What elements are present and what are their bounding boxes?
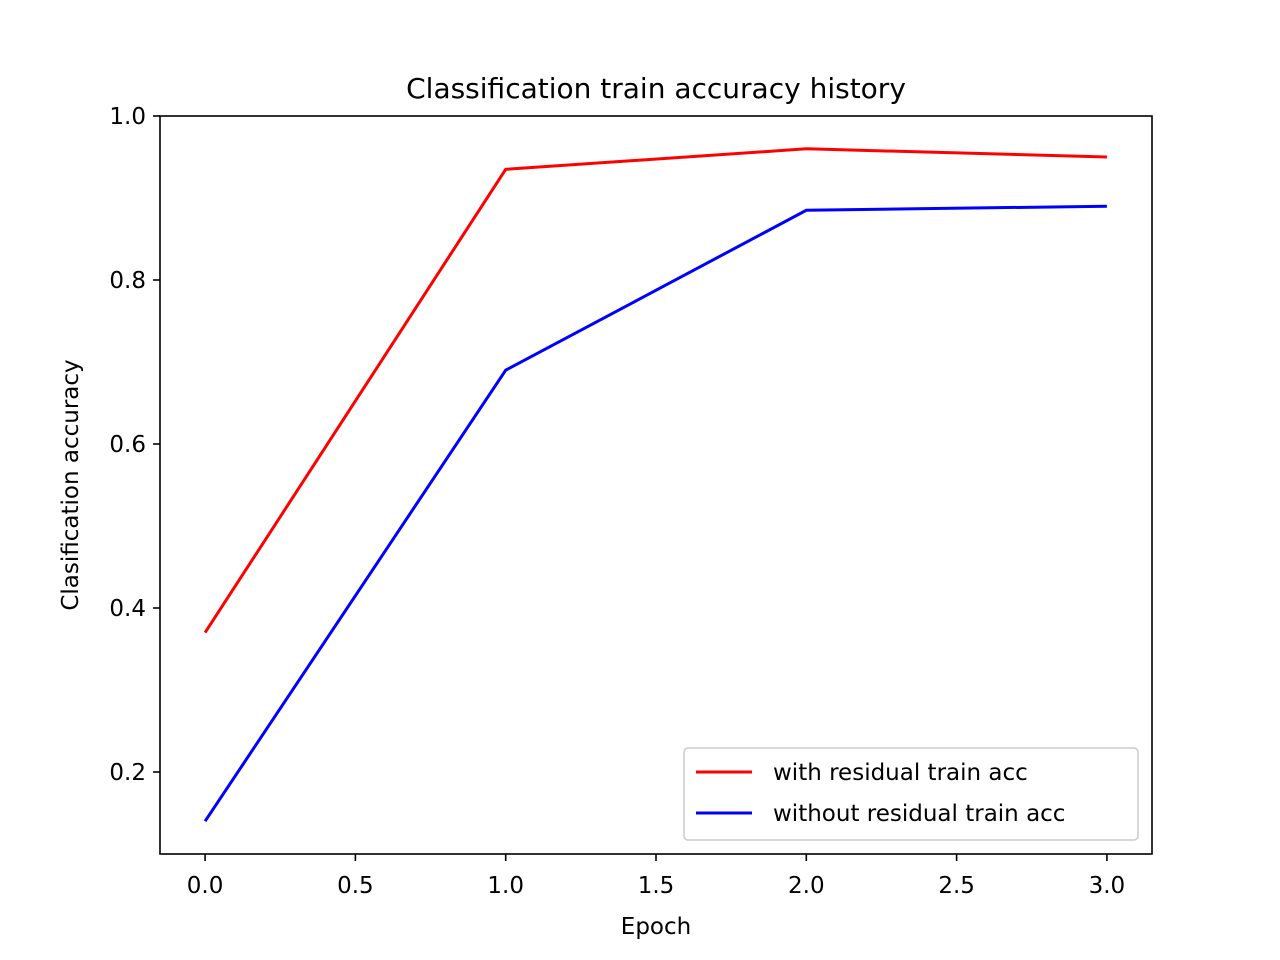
series-layer: [203, 147, 1107, 823]
x-axis-ticks: 0.0 0.5 1.0 1.5 2.0 2.5 3.0: [187, 854, 1125, 899]
legend-label-with-residual: with residual train acc: [773, 760, 1028, 786]
legend: with residual train acc without residual…: [683, 747, 1139, 841]
x-tick-label: 0.0: [187, 873, 224, 899]
y-tick-label: 0.4: [109, 596, 146, 622]
legend-box: [683, 747, 1139, 841]
y-axis-ticks: 0.2 0.4 0.6 0.8 1.0: [109, 104, 160, 786]
y-tick-label: 0.2: [109, 760, 146, 786]
y-tick-label: 1.0: [109, 104, 146, 130]
legend-label-without-residual: without residual train acc: [773, 801, 1065, 827]
series-line-0: [203, 147, 1107, 634]
y-tick-label: 0.6: [109, 432, 146, 458]
x-tick-label: 1.0: [487, 873, 524, 899]
x-tick-label: 2.0: [788, 873, 825, 899]
x-tick-label: 0.5: [337, 873, 374, 899]
y-tick-label: 0.8: [109, 268, 146, 294]
x-axis-label: Epoch: [621, 914, 691, 940]
x-tick-label: 1.5: [638, 873, 675, 899]
chart-title: Classification train accuracy history: [406, 72, 906, 105]
y-axis-label: Clasification accuracy: [58, 359, 84, 610]
x-tick-label: 2.5: [938, 873, 975, 899]
series-line-1: [203, 204, 1107, 823]
x-tick-label: 3.0: [1089, 873, 1126, 899]
